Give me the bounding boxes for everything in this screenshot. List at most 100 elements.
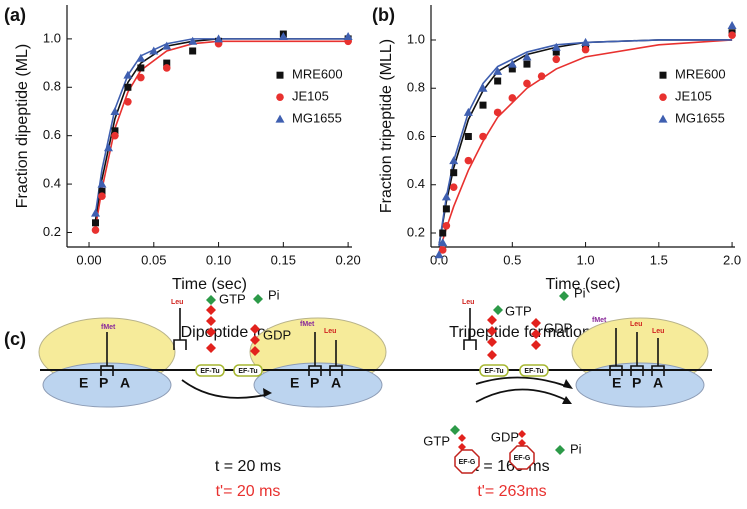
y-tick-label: 0.2 [407,224,425,239]
label: GTP [219,291,246,306]
label: GTP [423,433,450,448]
marker [449,156,459,165]
step-title: Tripeptide formation [449,324,591,341]
marker [91,208,100,217]
marker [162,41,172,50]
marker [188,36,198,45]
time: t = 20 ms [215,458,281,475]
site: P [310,375,319,391]
legend-marker [658,114,668,123]
label: Leu [652,328,664,335]
marker [552,55,561,64]
label: EF-Tu [200,368,219,375]
fit-line [94,38,349,214]
marker [507,59,517,68]
legend-label: MG1655 [675,111,725,126]
marker [278,31,288,40]
x-tick-label: 0.05 [141,252,166,267]
site: P [632,375,641,391]
marker [523,79,531,88]
marker [551,42,561,51]
x-tick-label: 0.00 [76,252,101,267]
ribosome: fMet Leu Leu E P A [571,317,709,408]
marker [137,64,145,72]
marker [103,143,113,152]
y-tick-label: 1.0 [43,30,61,45]
fit-line [438,39,733,253]
label: GTP [505,303,532,318]
legend-label: MRE600 [675,67,726,82]
legend-marker [659,93,667,101]
y-tick-label: 0.6 [43,127,61,142]
marker [214,34,224,43]
marker [111,131,119,140]
marker [438,238,448,247]
x-tick-label: 0.10 [206,252,231,267]
time-prime: t'= 20 ms [216,483,281,500]
marker [728,31,736,39]
marker [98,187,106,195]
marker [464,156,473,165]
marker [97,179,107,188]
marker [537,72,546,80]
label: Leu [462,299,474,306]
diagram: (c) Dipeptide formation Tripeptide forma… [4,285,712,500]
marker [439,229,447,237]
label: fMet [592,317,607,324]
site: A [120,375,130,391]
marker [162,64,171,72]
legend-label: MRE600 [292,67,343,82]
label: EF-Tu [484,368,503,375]
legend-marker [275,114,285,123]
marker [441,192,451,201]
marker [189,47,197,55]
label: fMet [300,321,315,328]
marker [111,127,119,135]
marker [434,250,444,259]
marker [442,205,450,213]
marker [442,221,451,230]
marker [343,31,353,40]
marker [493,108,502,117]
label: fMet [101,324,116,331]
legend-label: MG1655 [292,111,342,126]
marker [508,94,517,102]
legend-marker [659,71,667,79]
marker [478,83,488,92]
label: Pi [574,285,586,300]
marker [463,107,473,116]
y-axis-title: Fraction tripeptide (MLL) [378,39,395,213]
marker [163,59,171,67]
marker [124,98,132,106]
panel-label: (a) [4,5,26,25]
label: Pi [268,287,280,302]
label: Leu [324,328,336,335]
label: GDP [544,320,572,335]
marker [494,77,502,85]
marker [508,65,516,73]
label: Leu [171,299,183,306]
legend-marker [276,71,284,79]
label: EF-G [514,455,531,462]
site: P [99,375,108,391]
site: E [79,375,88,391]
y-tick-label: 0.2 [43,224,61,239]
step-1-factors: Leu GTP EF-Tu GDP EF-Tu Pi [171,287,291,399]
marker [110,106,120,115]
legend-marker [276,93,284,101]
y-tick-label: 0.8 [407,80,425,95]
marker [149,46,159,55]
marker [91,226,100,234]
marker [727,21,737,30]
x-tick-label: 0.15 [271,252,296,267]
panel-label: (c) [4,329,26,349]
y-axis-title: Fraction dipeptide (ML) [14,44,31,209]
label: EF-Tu [524,368,543,375]
y-tick-label: 0.4 [407,176,425,191]
label: GDP [491,429,519,444]
label: EF-G [459,459,476,466]
marker [581,45,590,54]
marker [523,60,531,68]
marker [581,37,591,46]
ribosome: fMet E P A [38,317,176,408]
